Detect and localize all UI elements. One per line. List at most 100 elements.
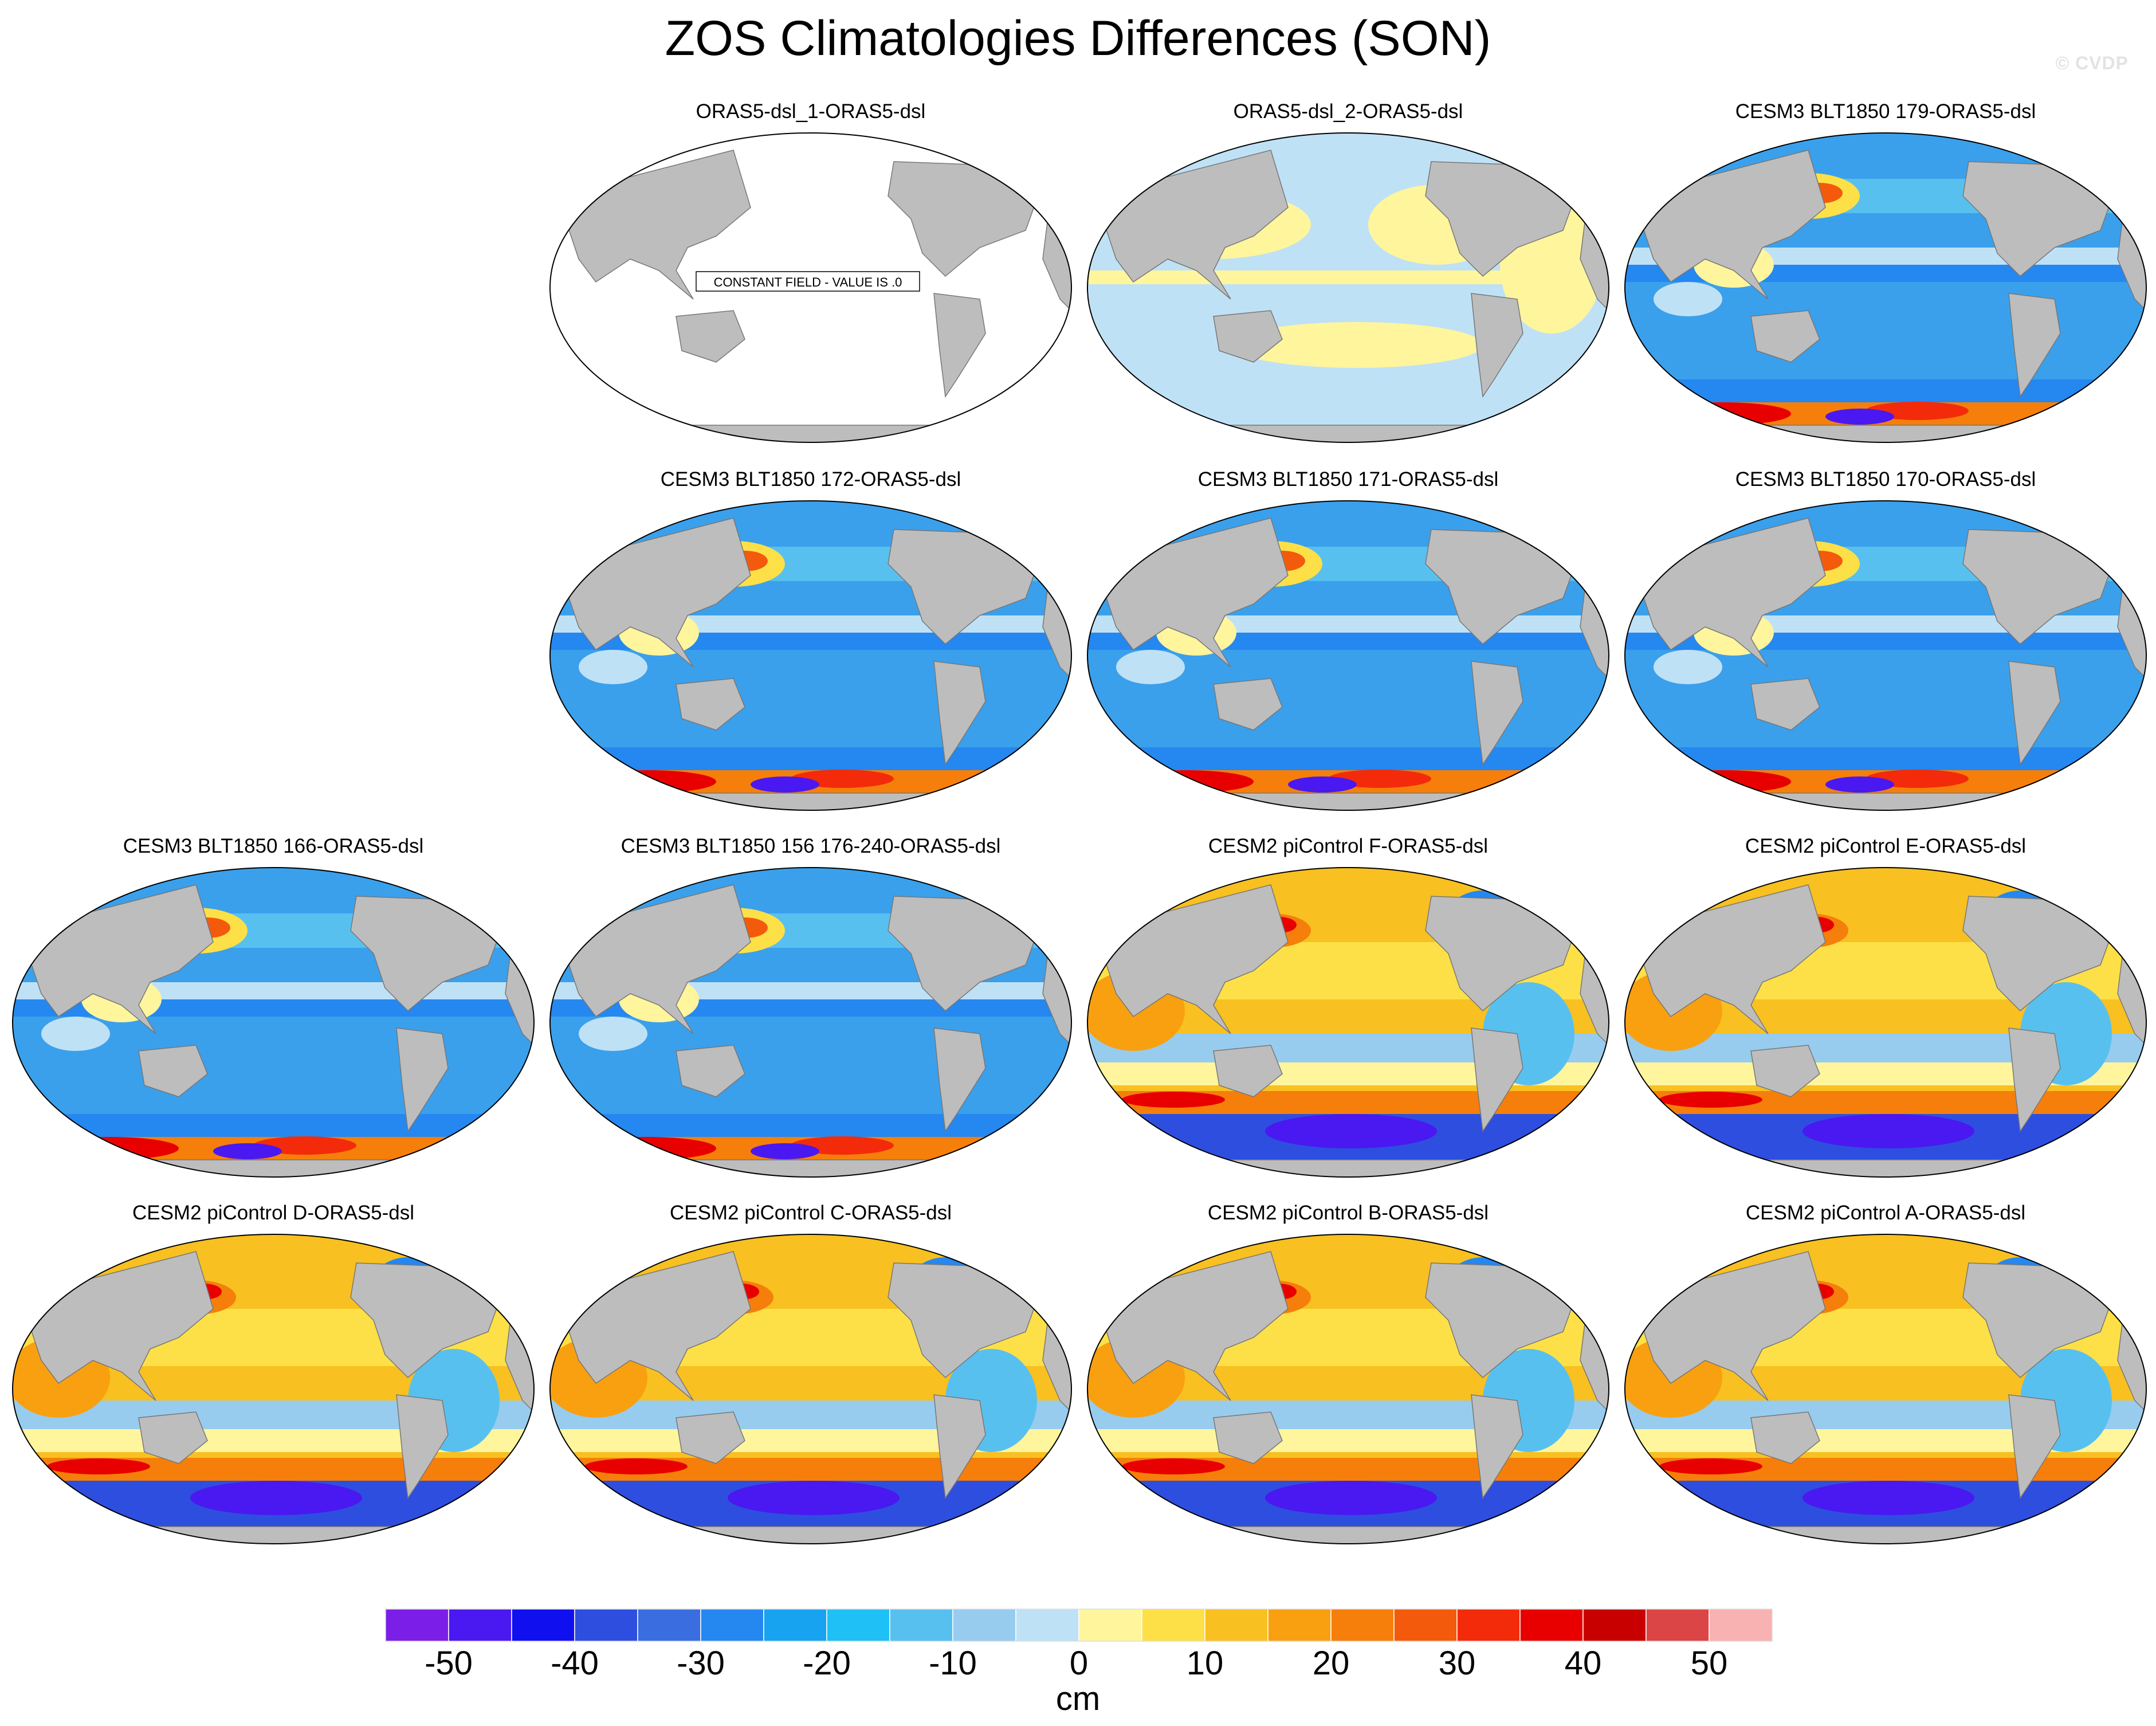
southern-ocean-purple-anomaly bbox=[1802, 1481, 1974, 1515]
land-mass bbox=[933, 661, 986, 766]
indian-ocean-anomaly bbox=[579, 1017, 647, 1051]
panel-title: CESM3 BLT1850 156 176-240-ORAS5-dsl bbox=[621, 835, 1001, 857]
colorbar-bin bbox=[1141, 1609, 1205, 1642]
map-outline bbox=[549, 1234, 1072, 1544]
land-mass bbox=[933, 293, 986, 398]
colorbar-tick-label: -40 bbox=[551, 1645, 599, 1682]
colorbar-tick-label: -20 bbox=[803, 1645, 851, 1682]
southern-ocean-blue-band bbox=[1625, 747, 2146, 770]
colorbar-bin bbox=[1330, 1609, 1395, 1642]
southern-ocean-purple-anomaly bbox=[751, 776, 819, 793]
panel-title: ORAS5-dsl_1-ORAS5-dsl bbox=[696, 100, 926, 123]
land-mass bbox=[13, 1526, 534, 1544]
southern-ocean-purple-anomaly bbox=[751, 1143, 819, 1159]
colorbar-bin bbox=[1204, 1609, 1269, 1642]
land-mass bbox=[2008, 1027, 2061, 1133]
land-mass bbox=[676, 1045, 745, 1097]
colorbar-bin bbox=[763, 1609, 827, 1642]
colorbar-tick-label: 30 bbox=[1438, 1645, 1476, 1682]
land-mass bbox=[1213, 1045, 1283, 1097]
indian-ocean-anomaly bbox=[1654, 650, 1722, 684]
land-mass bbox=[1471, 293, 1523, 398]
colorbar-tick-label: 0 bbox=[1069, 1645, 1089, 1682]
map-outline bbox=[549, 867, 1072, 1178]
land-mass bbox=[1087, 793, 1609, 810]
land-mass bbox=[1213, 678, 1283, 731]
southern-ocean-red-anomaly bbox=[579, 1137, 716, 1160]
land-mass bbox=[1750, 1411, 1820, 1464]
land-mass bbox=[550, 1526, 1071, 1544]
map-outline bbox=[1087, 867, 1609, 1178]
robinson-map bbox=[549, 1234, 1072, 1544]
figure-title: ZOS Climatologies Differences (SON) bbox=[665, 11, 1491, 66]
land-mass bbox=[1625, 1159, 2146, 1177]
land-mass bbox=[2008, 661, 2061, 766]
southern-ocean-red-anomaly bbox=[584, 1458, 688, 1474]
map-outline bbox=[1624, 867, 2147, 1178]
land-mass bbox=[396, 1027, 449, 1133]
southern-ocean-red-anomaly bbox=[1659, 1458, 1762, 1474]
southern-ocean-red-anomaly bbox=[41, 1137, 179, 1160]
map-panel: CESM3 BLT1850 171-ORAS5-dsl bbox=[1082, 465, 1615, 821]
colorbar-bin bbox=[700, 1609, 764, 1642]
southern-ocean-blue-band bbox=[1087, 747, 1609, 770]
land-mass bbox=[1087, 425, 1609, 442]
colorbar-bin bbox=[385, 1609, 449, 1642]
colorbar-tick-label: 50 bbox=[1690, 1645, 1728, 1682]
map-panel: CESM2 piControl F-ORAS5-dsl bbox=[1082, 832, 1615, 1187]
colorbar-bin bbox=[1015, 1609, 1079, 1642]
robinson-map bbox=[1624, 500, 2147, 811]
robinson-map bbox=[549, 500, 1072, 811]
southern-ocean-red-anomaly bbox=[1654, 402, 1791, 425]
land-mass bbox=[676, 678, 745, 731]
robinson-map bbox=[1087, 867, 1609, 1178]
land-mass bbox=[2008, 1394, 2061, 1500]
map-panel: CESM2 piControl D-ORAS5-dsl bbox=[7, 1199, 540, 1554]
southern-ocean-red-anomaly bbox=[1122, 1458, 1225, 1474]
map-outline bbox=[549, 132, 1072, 443]
colorbar-bin bbox=[826, 1609, 890, 1642]
southern-ocean-purple-anomaly bbox=[1802, 1114, 1974, 1148]
robinson-map bbox=[1624, 867, 2147, 1178]
colorbar-units-label: cm bbox=[1055, 1680, 1101, 1717]
land-mass bbox=[138, 1045, 208, 1097]
map-panel: CESM3 BLT1850 172-ORAS5-dsl bbox=[544, 465, 1077, 821]
robinson-map bbox=[1624, 132, 2147, 443]
panel-title: CESM2 piControl E-ORAS5-dsl bbox=[1745, 835, 2027, 857]
southern-ocean-purple-anomaly bbox=[213, 1143, 282, 1159]
map-outline bbox=[1624, 500, 2147, 811]
southern-ocean-blue-band bbox=[1625, 379, 2146, 402]
indian-ocean-anomaly bbox=[579, 650, 647, 684]
land-mass bbox=[13, 1159, 534, 1177]
land-mass bbox=[1625, 425, 2146, 442]
panel-title: CESM2 piControl F-ORAS5-dsl bbox=[1208, 835, 1489, 857]
land-mass bbox=[676, 1411, 745, 1464]
map-panel: ORAS5-dsl_1-ORAS5-dsl CONSTANT FIELD - VA… bbox=[544, 97, 1077, 453]
land-mass bbox=[1213, 1411, 1283, 1464]
panel-title: CESM2 piControl A-ORAS5-dsl bbox=[1745, 1202, 2026, 1224]
southern-ocean-purple-anomaly bbox=[728, 1481, 900, 1515]
robinson-map bbox=[1087, 132, 1609, 443]
credit-watermark: © CVDP bbox=[2055, 53, 2128, 73]
map-panel: CESM3 BLT1850 166-ORAS5-dsl bbox=[7, 832, 540, 1187]
land-mass bbox=[1625, 1526, 2146, 1544]
land-mass bbox=[1471, 1027, 1523, 1133]
map-outline bbox=[1624, 132, 2147, 443]
land-mass bbox=[550, 1159, 1071, 1177]
land-mass bbox=[396, 1394, 449, 1500]
constant-field-note: CONSTANT FIELD - VALUE IS .0 bbox=[696, 271, 920, 292]
colorbar-bin bbox=[1456, 1609, 1521, 1642]
robinson-map bbox=[12, 1234, 535, 1544]
land-mass bbox=[1750, 678, 1820, 731]
colorbar-bin bbox=[574, 1609, 638, 1642]
southern-ocean-purple-anomaly bbox=[1825, 409, 1894, 425]
land-mass bbox=[2008, 293, 2061, 398]
land-mass bbox=[1750, 310, 1820, 363]
land-mass bbox=[550, 793, 1071, 810]
colorbar-bin bbox=[1078, 1609, 1142, 1642]
land-mass bbox=[933, 1394, 986, 1500]
colorbar-tick-label: -50 bbox=[425, 1645, 473, 1682]
colorbar-tick-label: -30 bbox=[677, 1645, 725, 1682]
map-panel: CESM3 BLT1850 156 176-240-ORAS5-dsl bbox=[544, 832, 1077, 1187]
robinson-map bbox=[549, 867, 1072, 1178]
